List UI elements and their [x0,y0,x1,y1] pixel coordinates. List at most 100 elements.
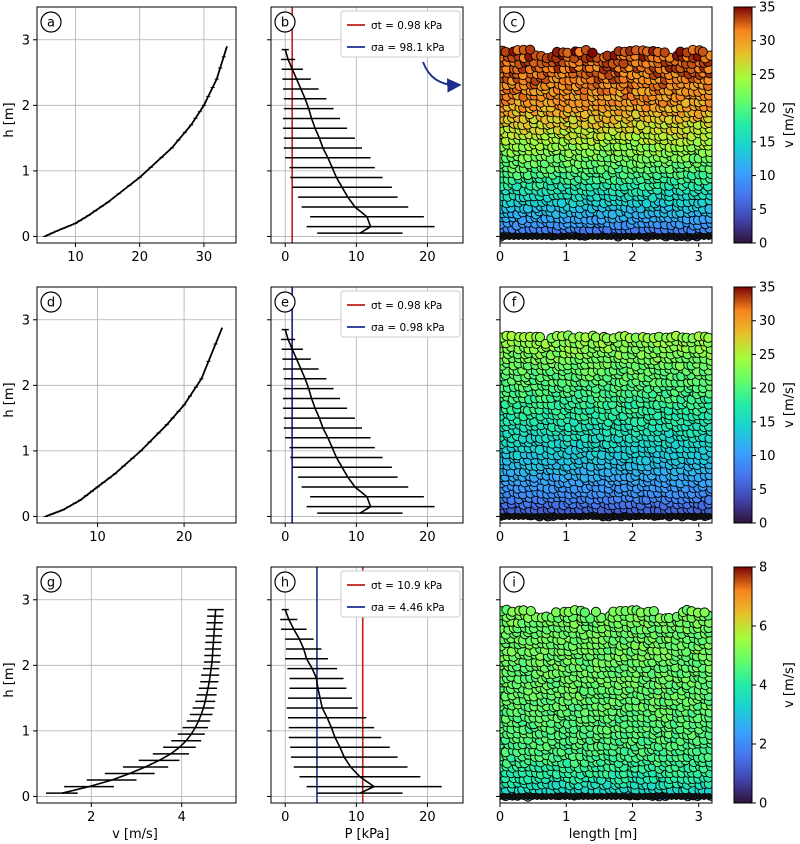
profile-line-a [44,46,228,238]
profile-line-d [45,327,224,518]
base-particle-i [705,792,712,800]
frame-b [270,6,464,244]
xlabel-i: length [m] [569,827,637,842]
xtick-label-c: 1 [562,250,570,265]
colorbar-tick-label-f: 5 [759,483,767,498]
frame-f [499,286,713,524]
panel-c: 0 1 2 3 c 0 5 10 15 20 25 30 35 v [m/s] [496,1,797,266]
ytick-label-g: 3 [22,593,30,608]
panel-h: 0 10 20 h σt = 10.9 kPa σa = 4.46 kPa [267,566,464,825]
xtick-label-c: 2 [628,250,636,265]
particle-i [579,607,590,618]
xtick-label-a: 10 [67,250,84,265]
colorbar-tick-label-f: 15 [759,415,776,430]
xtick-label-c: 3 [695,250,703,265]
xtick-label-f: 1 [562,530,570,545]
ytick-label-d: 0 [22,510,30,525]
colorbar-tick-label-c: 10 [759,169,776,184]
xtick-label-g: 4 [178,810,186,825]
colorbar-tick-label-c: 15 [759,135,776,150]
legend-label-e-1: σa = 0.98 kPa [371,322,445,334]
ytick-label-d: 3 [22,313,30,328]
panel-g: 2 4 0 1 2 3 g [22,566,237,825]
panel-letter-b: b [281,16,289,31]
panel-letter-d: d [47,296,55,311]
base-particle-c [705,232,712,240]
profile-line-h [284,609,376,794]
legend-label-e-0: σt = 0.98 kPa [371,300,442,312]
ytick-label-d: 1 [22,444,30,459]
particle-f [534,444,545,455]
xtick-label-g: 2 [87,810,95,825]
base-particle-f [705,512,712,520]
xtick-label-f: 2 [628,530,636,545]
panel-letter-circle-e [274,291,296,313]
panel-d: 10 20 0 1 2 3 d [22,286,237,545]
xtick-label-e: 0 [281,530,289,545]
frame-e [270,286,464,524]
panel-letter-f: f [512,296,517,311]
panel-letter-h: h [281,576,289,591]
particle-f [703,332,712,343]
frame-g [36,566,237,804]
ytick-label-a: 0 [22,230,30,245]
ytick-label-g: 2 [22,659,30,674]
particle-c [659,47,670,58]
panel-letter-circle-f [503,291,525,313]
ytick-label-d: 2 [22,379,30,394]
particles-i [500,604,712,802]
colorbar-label-c: v [m/s] [782,102,797,148]
panel-letter-circle-b [274,11,296,33]
xtick-label-b: 20 [419,250,436,265]
profile-line-g [61,609,217,794]
panel-letter-i: i [512,576,516,591]
xtick-label-i: 2 [628,810,636,825]
colorbar-label-i: v [m/s] [782,662,797,708]
colorbar-tick-label-f: 25 [759,348,776,363]
particle-c [587,47,598,58]
particles-f [500,330,712,522]
ytick-label-g: 1 [22,724,30,739]
colorbar-f [733,286,753,524]
legend-label-h-1: σa = 4.46 kPa [371,602,445,614]
colorbar-tick-label-i: 4 [759,679,767,694]
xtick-label-h: 0 [281,810,289,825]
colorbar-tick-label-f: 20 [759,382,776,397]
colorbar-tick-label-c: 30 [759,34,776,49]
colorbar-tick-label-i: 8 [759,561,767,576]
panel-letter-circle-h [274,571,296,593]
ylabel-d: h [m] [2,382,17,417]
xlabel-g: v [m/s] [112,827,158,842]
colorbar-c [733,6,753,244]
legend-box-b [340,10,461,58]
colorbar-tick-label-f: 35 [759,281,776,296]
xtick-label-h: 20 [419,810,436,825]
xtick-label-i: 0 [496,810,504,825]
panel-f: 0 1 2 3 f 0 5 10 15 20 25 30 35 v [m/s] [496,281,797,546]
xtick-label-e: 10 [348,530,365,545]
xtick-label-c: 0 [496,250,504,265]
particles-c [500,44,712,242]
particle-c [525,44,536,55]
ytick-label-a: 1 [22,164,30,179]
colorbar-tick-label-c: 20 [759,102,776,117]
legend-label-h-0: σt = 10.9 kPa [371,580,442,592]
particle-i [590,606,601,617]
ytick-label-g: 0 [22,790,30,805]
frame-d [36,286,237,524]
xlabel-h: P [kPa] [345,827,390,842]
ytick-label-a: 3 [22,33,30,48]
legend-box-h [340,570,461,618]
particle-i [551,607,562,618]
xtick-label-a: 20 [131,250,148,265]
legend-label-b-1: σa = 98.1 kPa [371,42,445,54]
panel-letter-circle-d [40,291,62,313]
colorbar-tick-label-c: 25 [759,68,776,83]
colorbar-tick-label-i: 0 [759,797,767,812]
ylabel-g: h [m] [2,662,17,697]
colorbar-i [733,566,753,804]
panel-letter-circle-i [503,571,525,593]
ylabel-a: h [m] [2,102,17,137]
colorbar-tick-label-c: 0 [759,237,767,252]
